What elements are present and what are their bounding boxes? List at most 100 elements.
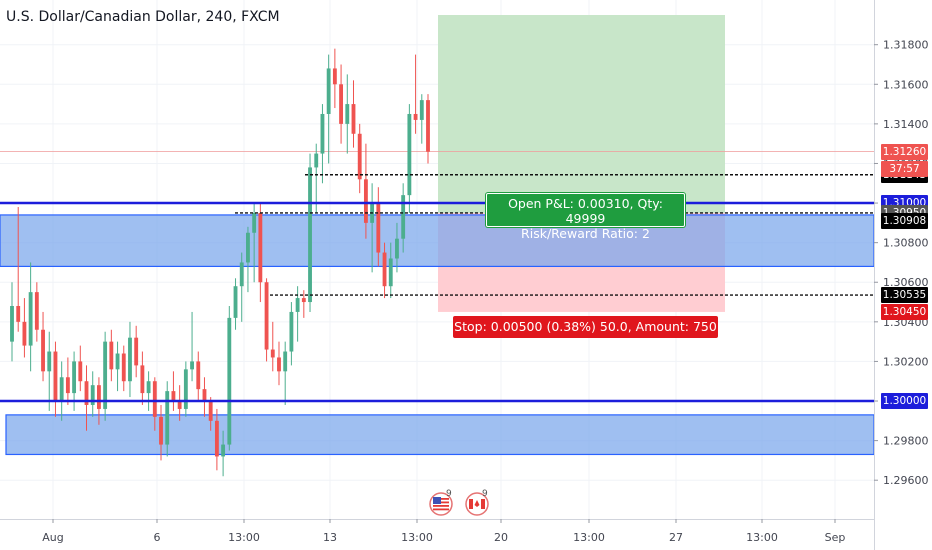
candle-body	[146, 381, 151, 394]
y-tick-label: 1.31400	[883, 118, 929, 131]
candle-body	[363, 179, 368, 223]
candle-body	[388, 258, 393, 287]
countdown-label: 37:57	[881, 160, 928, 177]
y-tick-label: 1.31800	[883, 39, 929, 52]
candle-body	[407, 113, 412, 196]
stop-box[interactable]: Stop: 0.00500 (0.38%) 50.0, Amount: 750	[453, 316, 718, 338]
x-tick-label: Sep	[825, 531, 846, 544]
candle-body	[65, 377, 70, 394]
x-tick-label: 20	[494, 531, 508, 544]
candle-body	[376, 203, 381, 253]
candle-body	[332, 68, 337, 85]
y-tick-label: 1.30800	[883, 237, 929, 250]
candle-body	[345, 104, 350, 124]
candle-body	[339, 84, 343, 124]
ca-flag-icon[interactable]: 9	[465, 489, 489, 516]
chart-title: U.S. Dollar/Canadian Dollar, 240, FXCM	[6, 9, 280, 25]
candle-body	[239, 262, 244, 287]
candle-body	[233, 286, 238, 318]
candle-body	[34, 292, 39, 330]
candle-body	[382, 252, 387, 287]
open-pl-text: Open P&L: 0.00310, Qty: 49999	[508, 196, 663, 226]
badge-count: 9	[482, 489, 488, 499]
y-tick-label: 1.30200	[883, 355, 929, 368]
candle-body	[202, 389, 207, 402]
candle-body	[78, 361, 83, 382]
candle-body	[28, 292, 33, 346]
candle-body	[208, 401, 213, 421]
candle-body	[165, 391, 170, 445]
candle-body	[351, 104, 356, 134]
candle-body	[41, 329, 45, 372]
flag-bar	[481, 499, 485, 509]
candle-body	[357, 133, 362, 180]
candle-body	[401, 195, 406, 239]
flag-bar	[469, 499, 473, 509]
x-tick-label: 27	[669, 531, 683, 544]
candle-body	[183, 369, 188, 409]
candle-body	[301, 298, 306, 303]
candle-body	[121, 353, 126, 382]
x-tick-label: 13:00	[573, 531, 605, 544]
price-axis-label: 1.30535	[881, 287, 928, 304]
candle-body	[270, 349, 275, 358]
candle-body	[152, 381, 157, 417]
y-tick-label: 1.29800	[883, 435, 929, 448]
candle-body	[419, 100, 424, 120]
candle-body	[84, 381, 89, 405]
y-tick-label: 1.30600	[883, 276, 929, 289]
candle-body	[177, 401, 182, 409]
candle-body	[190, 361, 194, 370]
candle-body	[221, 444, 226, 457]
candle-body	[196, 361, 201, 390]
candle-body	[308, 167, 312, 303]
candle-body	[109, 341, 114, 370]
candle-body	[159, 416, 163, 445]
candle-body	[128, 337, 132, 382]
candle-body	[295, 298, 300, 312]
price-axis-label: 1.31260	[881, 143, 928, 160]
flag-stripe	[433, 505, 449, 507]
candle-body	[103, 341, 108, 409]
profit-zone	[438, 15, 725, 213]
candle-body	[90, 385, 95, 405]
candle-body	[115, 353, 120, 370]
candle-body	[214, 420, 219, 457]
x-tick-label: 13:00	[746, 531, 778, 544]
candle-body	[314, 153, 319, 168]
candle-body	[16, 306, 21, 322]
candle-body	[59, 377, 64, 402]
flag-canton	[433, 497, 441, 504]
candle-body	[97, 385, 101, 409]
us-flag-icon[interactable]: 9	[429, 489, 453, 516]
maple-leaf	[474, 500, 480, 507]
candle-body	[134, 337, 139, 366]
risk-reward-text: Risk/Reward Ratio: 2	[521, 226, 650, 241]
support-zone	[0, 214, 875, 268]
x-tick-label: 6	[154, 531, 161, 544]
candle-body	[10, 306, 14, 342]
candle-body	[246, 232, 250, 263]
candle-body	[72, 361, 77, 394]
open-pl-box[interactable]: Open P&L: 0.00310, Qty: 49999 Risk/Rewar…	[486, 193, 685, 241]
candle-body	[252, 212, 257, 233]
candle-body	[395, 238, 399, 259]
y-tick-label: 1.29600	[883, 474, 929, 487]
badge-count: 9	[446, 489, 452, 499]
price-axis-label: 1.30450	[881, 303, 928, 320]
candle-body	[171, 391, 176, 402]
x-tick-label: 13:00	[401, 531, 433, 544]
candle-body	[227, 317, 232, 445]
price-axis-label: 1.30908	[881, 213, 928, 230]
flag-stripe	[433, 508, 449, 511]
support-zone	[5, 414, 875, 456]
candle-body	[426, 100, 430, 152]
candle-body	[283, 351, 288, 372]
candle-body	[258, 212, 263, 283]
candle-body	[22, 321, 27, 346]
candle-body	[320, 113, 325, 154]
candle-body	[289, 311, 294, 352]
candle-body	[277, 357, 281, 372]
